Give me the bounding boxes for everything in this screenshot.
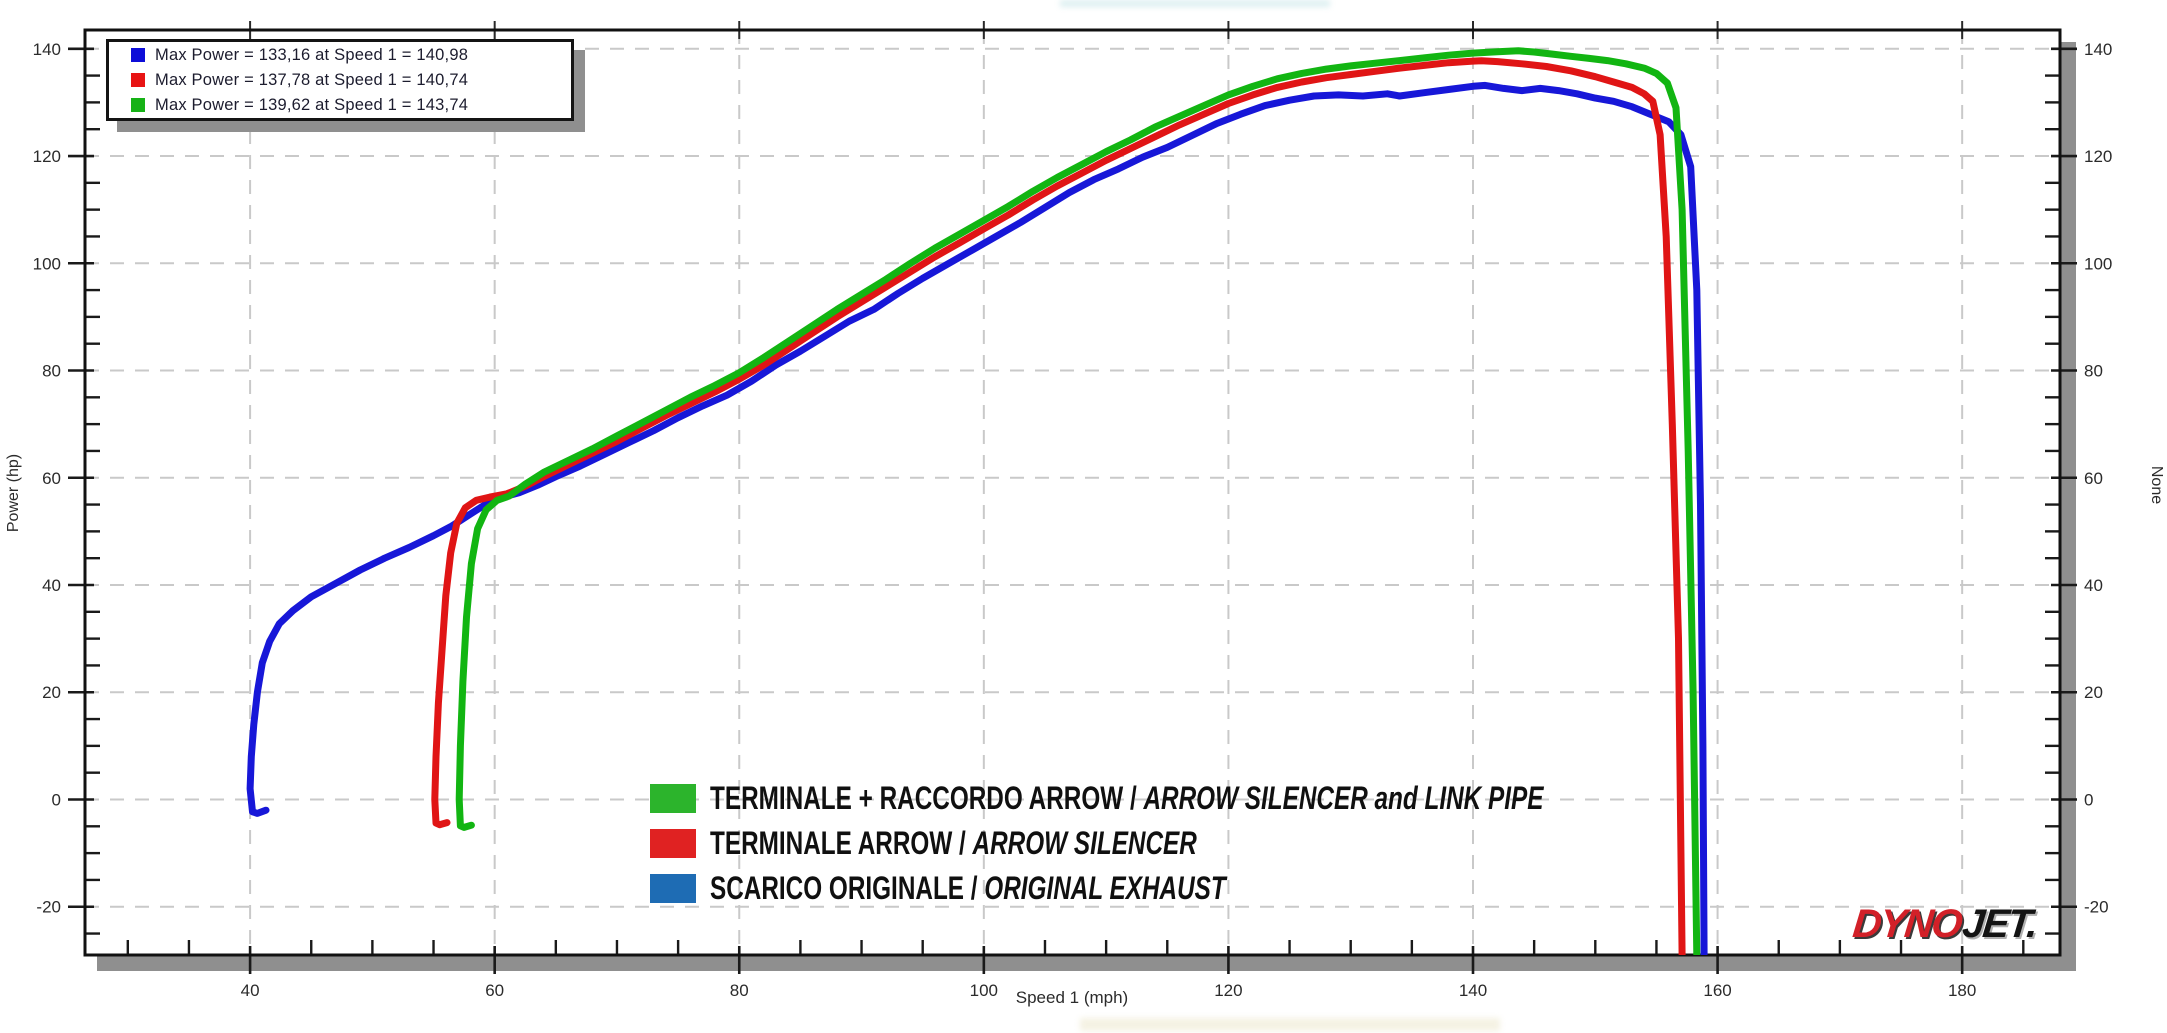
cropped-text-artifact-bottom xyxy=(1080,1018,1500,1031)
x-tick-label: 160 xyxy=(1703,981,1731,1000)
series-label-green: TERMINALE + RACCORDO ARROW / ARROW SILEN… xyxy=(710,780,1544,816)
y-left-tick-label: 40 xyxy=(42,576,61,595)
x-tick-label: 60 xyxy=(485,981,504,1000)
max-power-legend-box: Max Power = 133,16 at Speed 1 = 140,98 M… xyxy=(106,39,574,121)
y-axis-title-left: Power (hp) xyxy=(5,454,22,532)
dynojet-logo: DYNOJET. xyxy=(1851,902,2039,947)
y-right-tick-label: -20 xyxy=(2084,898,2109,917)
series-swatch-blue xyxy=(650,874,696,903)
max-power-label-arrow-full: Max Power = 139,62 at Speed 1 = 143,74 xyxy=(155,95,469,114)
y-right-tick-label: 120 xyxy=(2084,147,2112,166)
legend-swatch-green xyxy=(131,98,145,112)
series-label-red: TERMINALE ARROW / ARROW SILENCER xyxy=(710,825,1197,861)
y-left-tick-label: 140 xyxy=(33,40,61,59)
y-axis-title-right: None xyxy=(2148,466,2165,504)
y-right-tick-label: 20 xyxy=(2084,683,2103,702)
legend-swatch-blue xyxy=(131,48,145,62)
y-left-tick-label: 120 xyxy=(33,147,61,166)
y-right-tick-label: 140 xyxy=(2084,40,2112,59)
y-right-tick-label: 0 xyxy=(2084,790,2093,809)
series-swatch-green xyxy=(650,784,696,813)
y-left-tick-label: 80 xyxy=(42,362,61,381)
series-legend-row-blue: SCARICO ORIGINALE / ORIGINAL EXHAUST xyxy=(650,866,1807,911)
y-right-tick-label: 80 xyxy=(2084,362,2103,381)
plot-border xyxy=(83,28,2062,957)
max-power-legend-row-original: Max Power = 133,16 at Speed 1 = 140,98 xyxy=(131,44,571,66)
series-legend-row-red: TERMINALE ARROW / ARROW SILENCER xyxy=(650,821,1807,866)
x-tick-label: 140 xyxy=(1459,981,1487,1000)
power-curve xyxy=(431,57,1686,955)
max-power-legend-row-arrow-silencer: Max Power = 137,78 at Speed 1 = 140,74 xyxy=(131,69,571,91)
series-swatch-red xyxy=(650,829,696,858)
x-tick-label: 100 xyxy=(970,981,998,1000)
y-left-tick-label: 0 xyxy=(52,790,61,809)
legend-swatch-red xyxy=(131,73,145,87)
y-right-tick-label: 60 xyxy=(2084,469,2103,488)
series-label-blue: SCARICO ORIGINALE / ORIGINAL EXHAUST xyxy=(710,870,1226,906)
power-curve xyxy=(455,47,1701,955)
series-legend-row-green: TERMINALE + RACCORDO ARROW / ARROW SILEN… xyxy=(650,776,1807,821)
y-left-tick-label: -20 xyxy=(36,898,61,917)
series-legend: TERMINALE + RACCORDO ARROW / ARROW SILEN… xyxy=(650,776,1807,911)
y-left-tick-label: 20 xyxy=(42,683,61,702)
y-right-tick-label: 40 xyxy=(2084,576,2103,595)
y-left-tick-label: 100 xyxy=(33,254,61,273)
y-left-tick-label: 60 xyxy=(42,469,61,488)
y-right-tick-label: 100 xyxy=(2084,254,2112,273)
x-tick-label: 80 xyxy=(730,981,749,1000)
x-tick-label: 120 xyxy=(1214,981,1242,1000)
plot-panel xyxy=(85,30,2060,955)
dynojet-logo-dyno: DYNO xyxy=(1850,902,1963,946)
cropped-text-artifact-top xyxy=(1060,0,1330,7)
power-curve xyxy=(246,81,1708,955)
x-axis-title: Speed 1 (mph) xyxy=(1016,988,1128,1007)
max-power-legend-row-arrow-full: Max Power = 139,62 at Speed 1 = 143,74 xyxy=(131,94,571,116)
x-tick-label: 180 xyxy=(1948,981,1976,1000)
max-power-label-arrow-silencer: Max Power = 137,78 at Speed 1 = 140,74 xyxy=(155,70,469,89)
dynojet-logo-jet: JET. xyxy=(1960,902,2039,946)
x-tick-label: 40 xyxy=(241,981,260,1000)
max-power-label-original: Max Power = 133,16 at Speed 1 = 140,98 xyxy=(155,45,469,64)
